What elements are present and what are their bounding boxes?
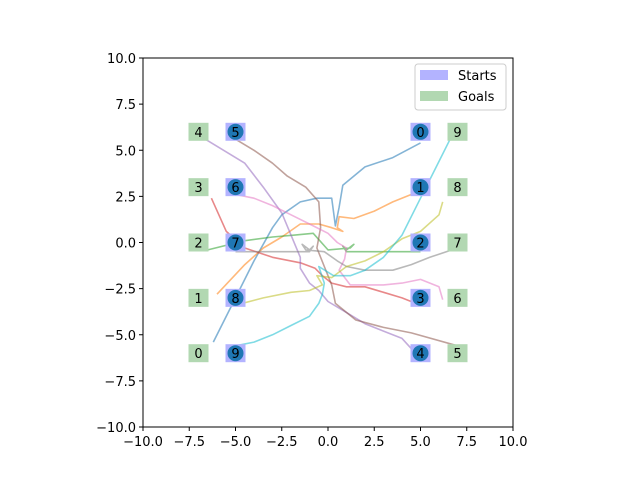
start-label-7: 7 (231, 237, 239, 252)
y-tick-label: 10.0 (107, 52, 136, 67)
y-tick-label: 5.0 (115, 144, 136, 159)
start-label-4: 4 (416, 347, 424, 362)
y-axis-ticks: −10.0 −7.5 −5.0 −2.5 0.0 2.5 5.0 7.5 10.0 (96, 52, 143, 436)
goal-label-0: 0 (194, 347, 202, 362)
start-label-8: 8 (231, 292, 239, 307)
trajectories (201, 131, 458, 360)
start-label-3: 3 (416, 292, 424, 307)
goal-label-2: 2 (194, 237, 202, 252)
goal-label-7: 7 (453, 237, 461, 252)
legend-label-goals: Goals (458, 90, 495, 105)
start-marker-4 (412, 345, 429, 362)
goal-marker-5 (447, 344, 468, 363)
goal-marker-8 (447, 178, 468, 197)
start-marker-8 (227, 289, 244, 306)
start-marker-0 (412, 123, 429, 140)
trajectory-6 (235, 193, 444, 300)
goal-label-8: 8 (453, 181, 461, 196)
starts: 0 1 2 3 4 5 6 7 8 9 (225, 122, 431, 363)
y-tick-label: 0.0 (115, 237, 136, 252)
trajectory-9 (235, 131, 455, 347)
goal-marker-4 (188, 122, 209, 141)
y-tick-label: −7.5 (104, 375, 136, 390)
x-tick-label: 10.0 (499, 435, 528, 450)
trajectory-5 (235, 138, 458, 347)
start-label-0: 0 (416, 126, 424, 141)
legend-label-starts: Starts (458, 69, 497, 84)
goal-label-6: 6 (453, 292, 461, 307)
goal-marker-0 (188, 344, 209, 363)
goal-marker-6 (447, 288, 468, 307)
x-tick-label: 0.0 (318, 435, 339, 450)
y-tick-label: −10.0 (96, 421, 136, 436)
trajectory-7 (235, 243, 453, 271)
trajectory-0 (212, 142, 421, 343)
goal-label-1: 1 (194, 292, 202, 307)
x-tick-label: −5.0 (220, 435, 252, 450)
legend-swatch-starts (420, 70, 448, 80)
x-tick-label: −2.5 (266, 435, 298, 450)
start-label-5: 5 (231, 126, 239, 141)
legend-swatch-goals (420, 91, 448, 101)
y-tick-label: 2.5 (115, 190, 136, 205)
trajectory-8 (235, 201, 444, 306)
goal-label-4: 4 (194, 126, 202, 141)
goal-marker-7 (447, 233, 468, 252)
goal-marker-2 (188, 233, 209, 252)
start-marker-2 (412, 234, 429, 251)
x-tick-label: −7.5 (173, 435, 205, 450)
x-tick-label: 7.5 (456, 435, 477, 450)
trajectory-1 (216, 190, 421, 295)
start-marker-5 (227, 123, 244, 140)
y-tick-label: −2.5 (104, 283, 136, 298)
start-marker-7 (227, 234, 244, 251)
start-label-9: 9 (231, 347, 239, 362)
goals: 0 1 2 3 4 5 6 7 8 9 (188, 122, 468, 363)
start-marker-1 (412, 179, 429, 196)
trajectory-4 (201, 136, 422, 360)
goal-marker-1 (188, 288, 209, 307)
trajectory-2 (207, 232, 421, 253)
x-tick-label: 2.5 (364, 435, 385, 450)
goal-label-9: 9 (453, 126, 461, 141)
start-marker-3 (412, 289, 429, 306)
start-label-2: 2 (416, 237, 424, 252)
start-label-6: 6 (231, 181, 239, 196)
x-tick-label: 5.0 (410, 435, 431, 450)
y-tick-label: 7.5 (115, 98, 136, 113)
y-tick-label: −5.0 (104, 329, 136, 344)
goal-label-5: 5 (453, 347, 461, 362)
start-marker-9 (227, 345, 244, 362)
x-axis-ticks: −10.0 −7.5 −5.0 −2.5 0.0 2.5 5.0 7.5 10.0 (123, 427, 527, 450)
goal-marker-9 (447, 122, 468, 141)
start-label-1: 1 (416, 181, 424, 196)
x-tick-label: −10.0 (123, 435, 163, 450)
start-marker-6 (227, 179, 244, 196)
legend: Starts Goals (414, 63, 507, 111)
goal-marker-3 (188, 178, 209, 197)
goal-label-3: 3 (194, 181, 202, 196)
